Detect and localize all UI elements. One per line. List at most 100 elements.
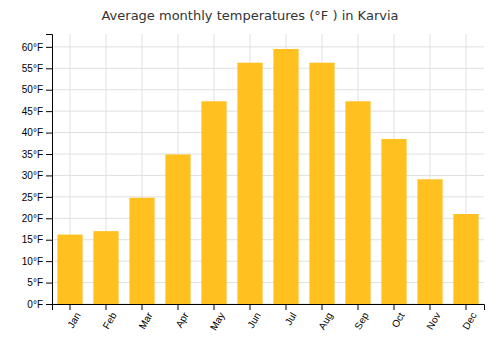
tick-label: Sep bbox=[352, 310, 371, 331]
tick-label: 50°F bbox=[22, 84, 43, 95]
tick-label: Feb bbox=[101, 310, 119, 331]
tick-label: 15°F bbox=[22, 234, 43, 245]
tick: 35°F bbox=[22, 149, 52, 160]
tick: Jan bbox=[65, 304, 83, 330]
grid-line bbox=[52, 154, 484, 155]
tick-mark bbox=[46, 133, 52, 134]
bar bbox=[381, 139, 406, 304]
tick-label: Mar bbox=[137, 310, 155, 331]
tick-mark bbox=[46, 47, 52, 48]
tick-mark bbox=[46, 197, 52, 198]
tick-mark bbox=[46, 154, 52, 155]
tick-mark bbox=[358, 304, 359, 310]
tick: 45°F bbox=[22, 106, 52, 117]
tick-label: 25°F bbox=[22, 192, 43, 203]
tick-label: Aug bbox=[316, 310, 334, 331]
tick: 20°F bbox=[22, 213, 52, 224]
tick: Feb bbox=[101, 304, 119, 331]
tick-label: Apr bbox=[173, 310, 191, 330]
tick: 55°F bbox=[22, 63, 52, 74]
tick-label: Jul bbox=[283, 310, 299, 327]
tick-label: 35°F bbox=[22, 149, 43, 160]
tick: Dec bbox=[460, 304, 478, 331]
tick-mark bbox=[46, 111, 52, 112]
tick: Aug bbox=[316, 304, 334, 331]
grid-line bbox=[52, 68, 484, 69]
tick-mark bbox=[46, 240, 52, 241]
tick-label: 45°F bbox=[22, 106, 43, 117]
tick-label: 60°F bbox=[22, 42, 43, 53]
tick-label: May bbox=[208, 310, 227, 332]
tick-mark bbox=[286, 304, 287, 310]
chart: 0°F 5°F 10°F 15°F 20°F 25°F 30°F 35°F 40°F 45°F 50… bbox=[0, 0, 500, 350]
tick: Nov bbox=[424, 304, 442, 331]
grid-line bbox=[52, 132, 484, 133]
bar bbox=[309, 63, 334, 304]
tick-mark bbox=[142, 304, 143, 310]
bar bbox=[201, 101, 226, 304]
tick-label: 30°F bbox=[22, 170, 43, 181]
tick-label: Oct bbox=[389, 310, 406, 329]
tick: 5°F bbox=[27, 277, 52, 288]
tick-mark bbox=[322, 304, 323, 310]
tick-mark bbox=[466, 304, 467, 310]
grid-line bbox=[52, 111, 484, 112]
tick-mark bbox=[46, 304, 52, 305]
x-axis: Jan Feb Mar Apr May Jun Jul Aug Sep Oct Nov Dec bbox=[53, 304, 485, 332]
tick-mark bbox=[46, 68, 52, 69]
tick-mark bbox=[46, 218, 52, 219]
tick-mark bbox=[106, 304, 107, 310]
axis-line bbox=[53, 305, 485, 311]
tick: Sep bbox=[352, 304, 371, 331]
tick-label: 10°F bbox=[22, 256, 43, 267]
tick-mark bbox=[70, 304, 71, 310]
tick-mark bbox=[46, 261, 52, 262]
grid-line bbox=[52, 46, 484, 47]
tick-mark bbox=[178, 304, 179, 310]
grid-line bbox=[52, 89, 484, 90]
bar bbox=[93, 231, 118, 304]
tick: 50°F bbox=[22, 84, 52, 95]
tick-mark bbox=[46, 283, 52, 284]
tick-mark bbox=[430, 304, 431, 310]
tick: 15°F bbox=[22, 234, 52, 245]
bar bbox=[417, 179, 442, 304]
tick: Mar bbox=[137, 304, 155, 331]
tick-label: 40°F bbox=[22, 127, 43, 138]
bar bbox=[453, 214, 478, 304]
tick: 40°F bbox=[22, 127, 52, 138]
tick-mark bbox=[46, 90, 52, 91]
grid-line bbox=[52, 175, 484, 176]
tick-label: 55°F bbox=[22, 63, 43, 74]
tick-label: 0°F bbox=[27, 299, 43, 310]
tick-label: 20°F bbox=[22, 213, 43, 224]
tick-mark bbox=[250, 304, 251, 310]
tick: Jul bbox=[283, 304, 299, 327]
tick-mark bbox=[394, 304, 395, 310]
tick-label: Jan bbox=[65, 310, 83, 329]
tick: 25°F bbox=[22, 192, 52, 203]
bar bbox=[165, 154, 190, 304]
plot: 0°F 5°F 10°F 15°F 20°F 25°F 30°F 35°F 40°F 45°F 50… bbox=[22, 34, 485, 332]
tick: Jun bbox=[245, 304, 263, 330]
tick: Apr bbox=[173, 304, 191, 329]
bar bbox=[345, 101, 370, 304]
tick-mark bbox=[46, 175, 52, 176]
tick-label: Nov bbox=[424, 310, 442, 331]
title: Average monthly temperatures (°F ) in Ka… bbox=[101, 8, 398, 23]
grid bbox=[52, 34, 484, 304]
axis-line bbox=[46, 35, 53, 305]
tick-label: Dec bbox=[460, 310, 478, 331]
tick: Oct bbox=[389, 304, 406, 329]
bar bbox=[273, 49, 298, 304]
bar bbox=[129, 198, 154, 304]
y-axis: 0°F 5°F 10°F 15°F 20°F 25°F 30°F 35°F 40°F 45°F 50… bbox=[22, 35, 53, 310]
tick-mark bbox=[214, 304, 215, 310]
tick: 60°F bbox=[22, 42, 52, 53]
bar bbox=[237, 63, 262, 304]
tick: 30°F bbox=[22, 170, 52, 181]
tick-label: Jun bbox=[245, 310, 263, 329]
tick: 10°F bbox=[22, 256, 52, 267]
tick: 0°F bbox=[27, 299, 52, 310]
bars bbox=[57, 49, 478, 304]
